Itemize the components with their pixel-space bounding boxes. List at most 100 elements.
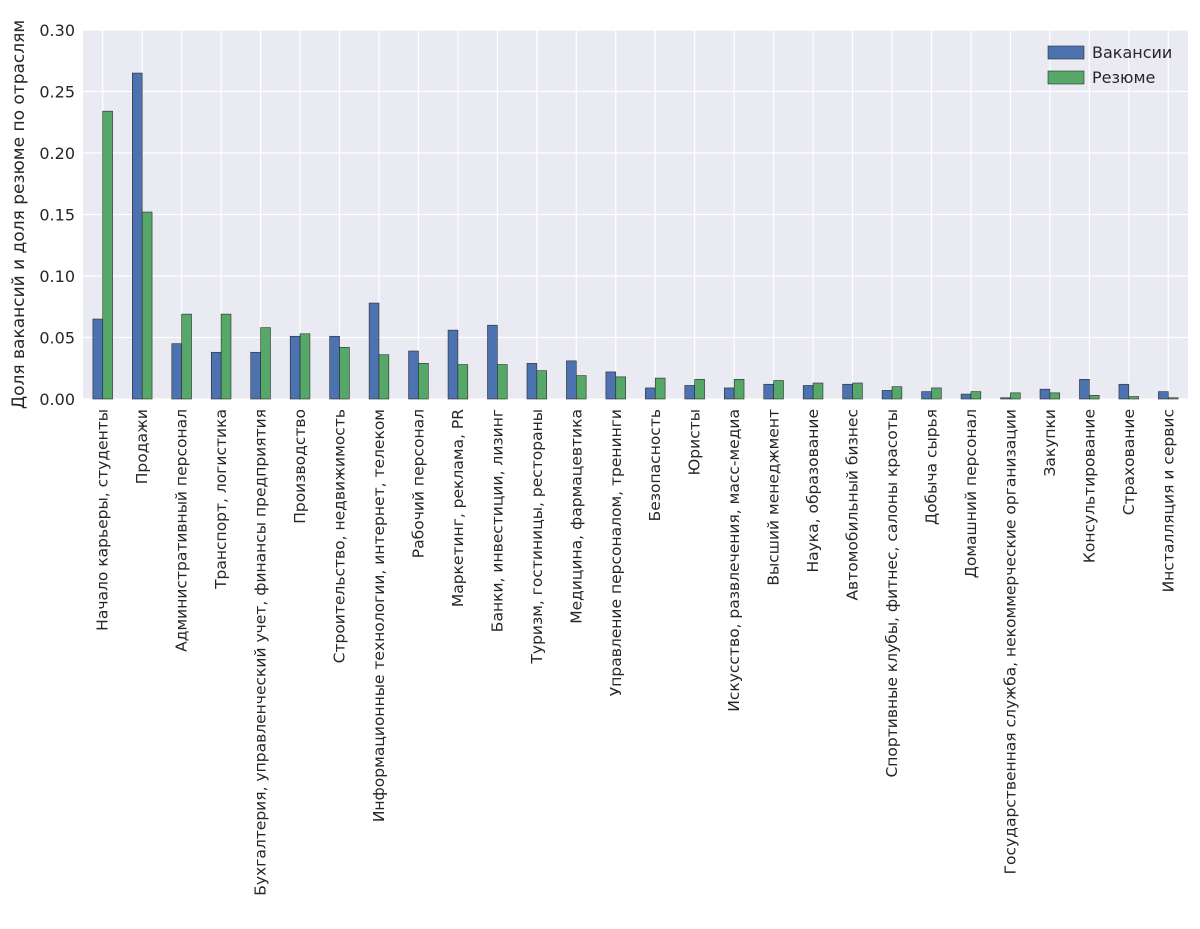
bar-vacancies [645, 387, 656, 400]
bar-resumes [378, 354, 390, 400]
x-tick-label: Транспорт, логистика [212, 409, 230, 590]
x-tick-label: Медицина, фармацевтика [567, 409, 585, 624]
x-tick-label: Маркетинг, реклама, PR [449, 409, 467, 607]
x-tick-label: Безопасность [646, 409, 664, 521]
bar-vacancies [1079, 379, 1090, 400]
x-tick-label: Строительство, недвижимость [331, 409, 349, 663]
legend-label: Вакансии [1092, 43, 1172, 62]
bar-vacancies [684, 385, 695, 400]
bar-vacancies [605, 371, 617, 400]
bar-vacancies [329, 335, 340, 400]
bar-resumes [931, 387, 942, 400]
y-axis-title: Доля вакансий и доля резюме по отраслям [9, 20, 29, 409]
bar-resumes [536, 370, 548, 400]
bar-vacancies [921, 391, 932, 400]
x-tick-label: Искусство, развлечения, масс-медиа [725, 409, 743, 712]
bar-resumes [457, 364, 469, 400]
bar-resumes [497, 364, 508, 400]
bar-vacancies [132, 72, 143, 400]
bar-resumes [773, 380, 784, 400]
bar-vacancies [368, 302, 380, 400]
bar-vacancies [487, 324, 498, 400]
x-tick-label: Автомобильный бизнес [844, 409, 862, 601]
x-tick-label: Административный персонал [173, 409, 191, 652]
y-tick-label: 0.25 [39, 83, 75, 102]
bar-resumes [1089, 395, 1100, 400]
legend-swatch [1047, 70, 1085, 85]
y-tick-label: 0.15 [39, 206, 75, 225]
y-tick-label: 0.10 [39, 267, 75, 286]
bar-resumes [812, 382, 824, 400]
bar-resumes [220, 313, 232, 400]
bar-resumes [102, 110, 113, 400]
bar-vacancies [408, 350, 419, 400]
bar-vacancies [960, 393, 972, 400]
x-tick-label: Управление персоналом, тренинги [607, 409, 625, 696]
bar-vacancies [447, 329, 459, 400]
x-tick-label: Продажи [133, 409, 151, 484]
x-tick-label: Страхование [1120, 409, 1138, 515]
x-tick-label: Юристы [686, 409, 704, 475]
y-tick-label: 0.05 [39, 329, 75, 348]
bar-resumes [260, 327, 271, 400]
x-axis: Начало карьеры, студенты Продажи Администр… [94, 409, 1178, 896]
x-tick-label: Бухгалтерия, управленческий учет, финанс… [252, 409, 270, 896]
bar-vacancies [802, 385, 814, 400]
x-tick-label: Спортивные клубы, фитнес, салоны красоты [883, 409, 901, 778]
bar-vacancies [1039, 388, 1051, 400]
legend: Вакансии Резюме [1047, 43, 1172, 87]
bar-vacancies [723, 387, 735, 400]
bar-resumes [1010, 392, 1021, 400]
bar-resumes [1128, 396, 1139, 400]
bar-vacancies [842, 383, 853, 400]
bar-resumes [694, 379, 705, 400]
x-tick-label: Добыча сырья [922, 409, 940, 525]
bar-resumes [418, 363, 429, 400]
x-tick-label: Информационные технологии, интернет, тел… [370, 409, 388, 822]
bar-resumes [615, 376, 626, 400]
x-tick-label: Туризм, гостиницы, рестораны [528, 409, 546, 665]
legend-swatch [1047, 45, 1085, 60]
bar-vacancies [1158, 391, 1169, 400]
bar-vacancies [250, 351, 261, 400]
bar-vacancies [526, 363, 538, 400]
x-tick-label: Домашний персонал [962, 409, 980, 578]
bar-resumes [576, 375, 587, 400]
y-tick-label: 0.30 [39, 21, 75, 40]
bar-vacancies [763, 383, 774, 400]
bar-vacancies [881, 390, 893, 400]
x-tick-label: Закупки [1041, 409, 1059, 477]
x-tick-label: Начало карьеры, студенты [94, 409, 112, 631]
bar-resumes [1049, 392, 1061, 400]
bar-resumes [733, 379, 745, 400]
legend-label: Резюме [1092, 68, 1155, 87]
x-tick-label: Рабочий персонал [409, 409, 427, 558]
bar-vacancies [1000, 397, 1011, 400]
x-tick-label: Государственная служба, некоммерческие о… [1001, 409, 1019, 874]
bar-vacancies [566, 360, 577, 400]
bar-resumes [970, 391, 982, 400]
y-axis: 0.00 0.05 0.10 0.15 0.20 0.25 0.30 [39, 21, 75, 409]
bar-vacancies [92, 318, 104, 400]
y-tick-label: 0.00 [39, 390, 75, 409]
x-tick-label: Инсталляция и сервис [1159, 409, 1177, 592]
bar-resumes [654, 377, 666, 400]
bar-vacancies [1118, 383, 1130, 400]
bar-resumes [852, 382, 863, 400]
x-tick-label: Наука, образование [804, 409, 822, 573]
x-tick-label: Производство [291, 409, 309, 524]
bar-resumes [181, 313, 192, 400]
bar-resumes [1167, 397, 1179, 400]
x-tick-label: Высший менеджмент [765, 409, 783, 586]
y-tick-label: 0.20 [39, 144, 75, 163]
bar-resumes [141, 211, 153, 400]
bar-vacancies [210, 351, 222, 400]
bars [92, 72, 1179, 400]
bar-resumes [339, 347, 350, 400]
bar-vacancies [289, 335, 301, 400]
x-tick-label: Банки, инвестиции, лизинг [488, 409, 506, 632]
bar-resumes [891, 386, 903, 400]
bar-resumes [299, 333, 311, 400]
